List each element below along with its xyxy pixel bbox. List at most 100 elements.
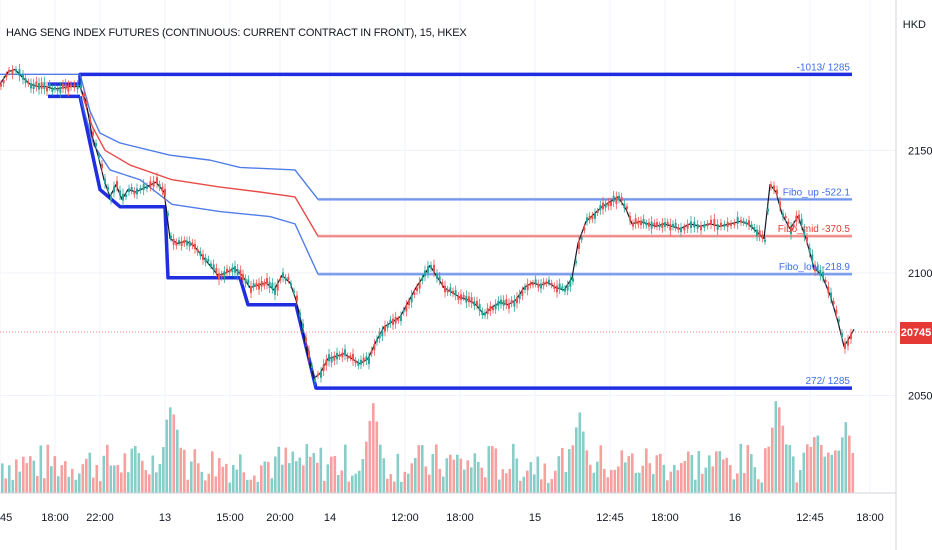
candle-body bbox=[806, 237, 808, 242]
candle-body bbox=[492, 307, 494, 311]
candle-body bbox=[328, 354, 330, 362]
last-price-badge: 20745 bbox=[900, 322, 932, 344]
candle-body bbox=[569, 280, 572, 287]
volume-bar bbox=[599, 445, 603, 493]
candle-body bbox=[360, 359, 362, 365]
candle-body bbox=[713, 219, 716, 227]
annotation-label: Fibo_mid -370.5 bbox=[778, 224, 851, 235]
candle-body bbox=[790, 227, 792, 235]
volume-bar bbox=[46, 444, 50, 493]
annotation-label: 272/ 1285 bbox=[806, 376, 851, 387]
candle-body bbox=[305, 337, 307, 343]
candle-body bbox=[247, 279, 250, 284]
volume-bar bbox=[620, 450, 624, 493]
x-tick-label: 15 bbox=[529, 512, 541, 524]
candle-body bbox=[481, 311, 484, 316]
candle-body bbox=[142, 184, 145, 191]
volume-bar bbox=[718, 451, 722, 493]
candle-body bbox=[290, 283, 292, 286]
candle-body bbox=[661, 222, 664, 229]
x-tick-label: 15:00 bbox=[216, 512, 244, 524]
candle-body bbox=[795, 215, 798, 222]
fibo-mid-line bbox=[79, 86, 852, 237]
volume-bar bbox=[106, 444, 109, 493]
volume-bar bbox=[204, 480, 207, 493]
volume-bar bbox=[428, 474, 431, 493]
candle-body bbox=[740, 219, 742, 223]
candle-body bbox=[338, 354, 341, 357]
candle-body bbox=[266, 278, 268, 285]
candle-body bbox=[175, 242, 178, 246]
volume-bar bbox=[39, 445, 43, 493]
candle-body bbox=[381, 330, 384, 337]
candle-body bbox=[508, 303, 510, 309]
candle-body bbox=[336, 352, 338, 360]
candle-body bbox=[128, 188, 130, 193]
volume-bar bbox=[53, 456, 57, 493]
candle-body bbox=[392, 318, 394, 325]
volume-bar bbox=[323, 480, 326, 493]
candle-body bbox=[484, 312, 486, 316]
volume-bar bbox=[743, 473, 746, 493]
candle-body bbox=[274, 287, 276, 295]
candle-body bbox=[578, 242, 580, 249]
candle-body bbox=[566, 285, 569, 291]
candle-body bbox=[532, 282, 534, 286]
volume-bar bbox=[795, 482, 799, 493]
volume-bar bbox=[725, 457, 729, 493]
candle-body bbox=[683, 227, 686, 231]
candle-body bbox=[476, 300, 478, 306]
candle-body bbox=[30, 83, 32, 89]
candle-body bbox=[373, 344, 376, 351]
volume-bar bbox=[459, 458, 463, 493]
candle-body bbox=[720, 222, 722, 227]
candle-body bbox=[690, 221, 692, 228]
volume-bar bbox=[505, 473, 508, 493]
volume-bar bbox=[596, 461, 599, 493]
volume-bar bbox=[715, 451, 718, 493]
candle-body bbox=[808, 247, 811, 253]
volume-bar bbox=[218, 458, 221, 493]
volume-bar bbox=[666, 480, 669, 493]
candle-body bbox=[263, 282, 266, 286]
volume-bar bbox=[183, 449, 186, 493]
candle-body bbox=[293, 290, 295, 294]
volume-bar bbox=[214, 476, 218, 493]
candle-body bbox=[556, 285, 558, 293]
volume-bar bbox=[158, 464, 162, 493]
volume-bar bbox=[92, 477, 95, 493]
candle-body bbox=[844, 342, 846, 349]
candle-body bbox=[357, 362, 360, 366]
candle-body bbox=[764, 239, 766, 242]
x-tick-label: 22:00 bbox=[86, 512, 114, 524]
candle-body bbox=[518, 294, 521, 300]
candle-body bbox=[24, 78, 27, 84]
volume-bar bbox=[162, 447, 165, 493]
candle-body bbox=[210, 263, 212, 266]
volume-bar bbox=[491, 446, 494, 493]
volume-bar bbox=[522, 476, 526, 493]
candle-body bbox=[212, 264, 215, 270]
candle-body bbox=[602, 202, 604, 210]
candle-body bbox=[529, 283, 532, 286]
candle-body bbox=[430, 265, 432, 269]
volume-bar bbox=[442, 476, 445, 493]
volume-bar bbox=[235, 469, 239, 493]
candle-body bbox=[540, 283, 542, 289]
x-tick-label: 18:00 bbox=[651, 512, 679, 524]
volume-bar bbox=[221, 466, 225, 493]
volume-bar bbox=[179, 447, 183, 493]
candle-body bbox=[170, 235, 172, 239]
volume-bar bbox=[347, 481, 351, 493]
volume-bar bbox=[778, 407, 781, 493]
volume-bar bbox=[792, 456, 795, 493]
volume-bar bbox=[466, 460, 470, 493]
volume-bar bbox=[645, 448, 648, 493]
volume-bar bbox=[123, 453, 127, 493]
volume-bar bbox=[627, 456, 631, 493]
volume-bar bbox=[99, 481, 102, 493]
annotation-label: -1013/ 1285 bbox=[797, 62, 851, 73]
candle-body bbox=[594, 213, 596, 219]
volume-bar bbox=[407, 473, 410, 493]
